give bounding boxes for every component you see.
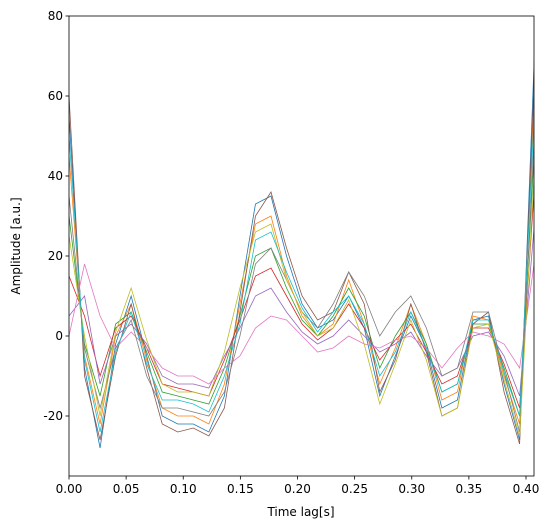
y-tick-label: 60 [48,89,63,103]
data-line [69,169,534,437]
data-line [69,55,534,449]
axes-frame [68,15,535,477]
x-axis-label: Time lag[s] [266,505,334,519]
data-line [69,187,534,409]
y-tick-label: 20 [48,249,63,263]
data-line [69,74,534,445]
x-tick-label: 0.20 [284,482,311,496]
x-tick-label: 0.15 [227,482,254,496]
data-line [69,149,534,417]
y-tick-label: 80 [48,9,63,23]
x-tick-label: 0.35 [456,482,483,496]
data-line [69,261,534,385]
x-tick-label: 0.25 [341,482,368,496]
x-tick-label: 0.00 [56,482,83,496]
data-line [69,111,534,433]
x-tick-label: 0.05 [113,482,140,496]
data-line [69,131,534,433]
x-tick-label: 0.40 [513,482,540,496]
data-line [69,92,534,425]
y-axis-label: Amplitude [a.u.] [9,197,23,294]
y-tick-label: 40 [48,169,63,183]
x-tick-label: 0.10 [170,482,197,496]
y-tick-label: 0 [55,329,63,343]
plot-area [69,55,534,449]
x-tick-label: 0.30 [398,482,425,496]
y-tick-label: -20 [43,409,63,423]
